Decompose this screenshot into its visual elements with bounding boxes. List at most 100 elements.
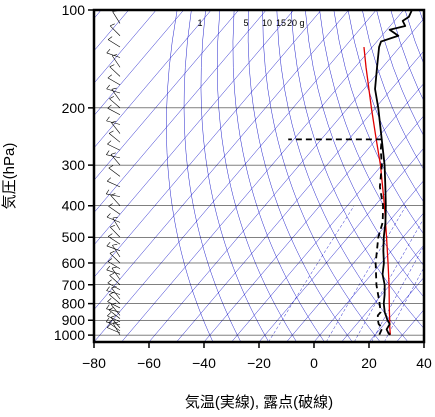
- y-axis-label: 気圧(hPa): [1, 143, 18, 210]
- wind-barb-flag: [108, 298, 112, 301]
- wind-barb-flag: [106, 318, 109, 322]
- wind-barb-shaft: [107, 328, 120, 333]
- mixing-ratio-label: 10: [262, 18, 272, 28]
- wind-barb-flag: [107, 242, 110, 246]
- wind-barb-shaft: [111, 317, 120, 328]
- axis-ticks: [88, 10, 424, 348]
- wind-barb-flag: [110, 273, 114, 275]
- y-tick-label: 300: [62, 157, 86, 173]
- x-tick-label: −40: [192, 355, 216, 371]
- wind-barb-shaft: [109, 295, 120, 304]
- isotherm-line: [177, 10, 435, 342]
- mixing-ratio-label: 20: [287, 18, 297, 28]
- dry-adiabat-line: [166, 10, 213, 342]
- dry-adiabat-line: [184, 10, 241, 342]
- y-tick-label: 900: [62, 312, 86, 328]
- wind-barb-shaft: [108, 283, 120, 290]
- x-tick-label: 20: [361, 355, 377, 371]
- wind-barb-shaft: [106, 309, 120, 312]
- wind-barb-flag: [112, 88, 117, 89]
- wind-barb-flag: [108, 234, 112, 237]
- dry-adiabat-line: [248, 10, 352, 342]
- wind-barb-flag: [108, 75, 112, 78]
- wind-barb-flag: [107, 1, 110, 5]
- x-tick-label: −80: [82, 355, 106, 371]
- x-tick-label: 0: [310, 355, 318, 371]
- isotherm-line: [122, 10, 404, 342]
- isotherm-line: [12, 10, 294, 342]
- wind-barb-flag: [110, 65, 115, 67]
- isotherm-line: [67, 10, 349, 342]
- x-tick-label: −20: [247, 355, 271, 371]
- y-tick-label: 400: [62, 198, 86, 214]
- wind-barb-flag: [111, 153, 116, 155]
- wind-barb-flag: [110, 251, 115, 253]
- wind-barb-shaft: [107, 89, 120, 93]
- wind-barb-flag: [110, 225, 115, 227]
- isotherm-line: [0, 10, 184, 342]
- wind-barb-flag: [107, 312, 111, 315]
- wind-barb-flag: [107, 141, 111, 144]
- isotherm-line: [259, 10, 435, 342]
- y-tick-label: 500: [62, 229, 86, 245]
- isotherm-line: [342, 10, 435, 342]
- wind-barb-flag: [112, 267, 117, 268]
- isotherm-line: [397, 10, 435, 342]
- wind-barb-flag: [106, 190, 109, 194]
- dry-adiabat-line: [217, 10, 296, 342]
- y-tick-label: 800: [62, 296, 86, 312]
- dry-adiabat-line: [419, 10, 435, 342]
- mixing-ratio-label: g: [299, 18, 304, 28]
- wind-barb-flag: [107, 49, 110, 53]
- wind-barb-flag: [107, 213, 110, 217]
- wind-barb-flag: [107, 85, 110, 89]
- y-tick-label: 100: [62, 2, 86, 18]
- wind-barb-flag: [107, 266, 110, 270]
- wind-barb-shaft: [108, 237, 120, 245]
- isotherm-line: [232, 10, 435, 342]
- wind-barb-flag: [108, 280, 112, 283]
- wind-barb-shaft: [108, 108, 120, 115]
- wind-barb-flag: [109, 165, 113, 168]
- y-tick-label: 700: [62, 277, 86, 293]
- wind-barb-shaft: [109, 168, 120, 176]
- wind-barb-shaft: [107, 144, 120, 150]
- wind-barb-shaft: [109, 206, 120, 214]
- y-tick-label: 600: [62, 255, 86, 271]
- wind-barb-flag: [106, 117, 109, 121]
- wind-barb-shaft: [108, 78, 120, 85]
- wind-barb-shaft: [113, 12, 120, 24]
- x-axis-label: 気温(実線), 露点(破線): [185, 394, 333, 411]
- isotherm-line: [424, 10, 435, 342]
- wind-barbs: [106, 1, 120, 335]
- plot-frame: [94, 10, 424, 342]
- dry-adiabat-line: [305, 10, 435, 342]
- wind-barb-flag: [112, 244, 117, 245]
- wind-barb-shaft: [106, 121, 120, 125]
- parcel-line: [364, 47, 390, 335]
- mixing-ratio-line: [354, 206, 431, 342]
- mixing-ratio-label: 15: [276, 18, 286, 28]
- wind-barb-shaft: [112, 245, 120, 257]
- wind-barb-shaft: [110, 227, 120, 237]
- isotherm-line: [314, 10, 435, 342]
- wind-barb-flag: [108, 37, 112, 40]
- x-tick-label: 40: [416, 355, 432, 371]
- dry-adiabat-line: [391, 10, 435, 342]
- dry-adiabat-line: [291, 10, 435, 342]
- wind-barb-flag: [107, 178, 111, 182]
- wind-barb-shaft: [108, 40, 120, 47]
- isotherm-line: [0, 10, 211, 342]
- wind-barb-flag: [109, 131, 113, 133]
- isotherm-line: [287, 10, 435, 342]
- y-tick-label: 1000: [54, 327, 85, 343]
- wind-barb-shaft: [110, 26, 120, 36]
- wind-barb-flag: [106, 151, 109, 155]
- wind-barb-shaft: [109, 99, 120, 108]
- mixing-ratio-label: 5: [243, 18, 248, 28]
